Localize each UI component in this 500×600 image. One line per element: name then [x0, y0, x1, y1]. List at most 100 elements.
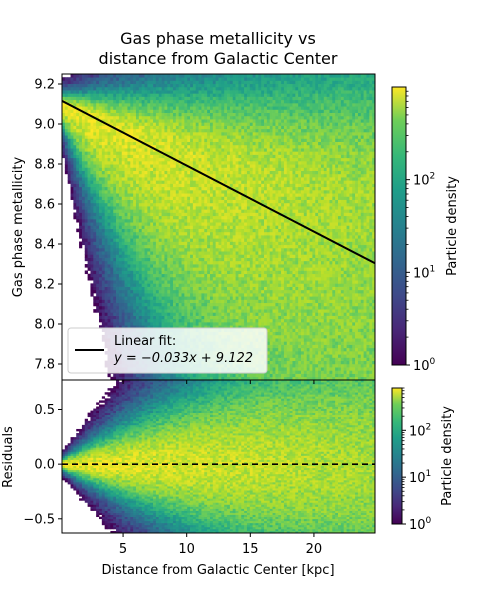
density-cell: [155, 238, 160, 242]
density-cell: [147, 289, 151, 294]
density-cell: [172, 376, 177, 380]
density-cell: [167, 128, 171, 133]
density-cell: [96, 296, 100, 300]
density-cell: [181, 206, 185, 210]
density-cell: [195, 160, 199, 165]
density-cell: [195, 225, 199, 229]
density-cell: [144, 312, 148, 316]
density-cell: [144, 215, 148, 220]
density-cell: [212, 96, 217, 101]
density-cell: [184, 193, 188, 197]
density-cell: [212, 119, 217, 123]
density-cell: [150, 119, 154, 123]
density-cell: [124, 312, 128, 316]
density-cell: [64, 109, 69, 113]
density-cell: [96, 157, 100, 162]
density-cell: [161, 260, 165, 265]
density-cell: [138, 148, 143, 152]
density-cell: [181, 112, 185, 117]
density-cell: [227, 160, 231, 165]
density-cell: [227, 289, 231, 294]
density-cell: [184, 373, 188, 378]
density-cell: [212, 148, 217, 152]
density-cell: [144, 260, 148, 265]
density-cell: [198, 373, 202, 378]
density-cell: [144, 302, 148, 307]
density-cell: [167, 141, 171, 146]
density-cell: [192, 299, 197, 304]
density-cell: [155, 264, 160, 268]
density-cell: [113, 325, 117, 329]
density-cell: [155, 138, 160, 142]
density-cell: [133, 280, 137, 284]
density-cell: [207, 196, 211, 200]
density-cell: [167, 196, 171, 200]
density-cell: [190, 131, 194, 136]
density-cell: [215, 254, 219, 258]
density-cell: [98, 167, 103, 171]
density-cell: [212, 315, 217, 320]
density-cell: [195, 102, 199, 107]
density-cell: [104, 74, 108, 78]
density-cell: [118, 309, 123, 313]
density-cell: [133, 305, 137, 310]
density-cell: [187, 177, 191, 181]
density-cell: [221, 106, 225, 110]
density-cell: [121, 96, 125, 101]
density-cell: [224, 128, 228, 133]
density-cell: [212, 74, 217, 78]
density-cell: [104, 148, 108, 152]
density-cell: [110, 74, 114, 78]
density-cell: [158, 93, 162, 97]
density-cell: [141, 209, 145, 213]
density-cell: [98, 293, 103, 297]
density-cell: [201, 264, 205, 268]
density-cell: [76, 209, 80, 213]
density-cell: [178, 267, 182, 271]
density-cell: [167, 106, 171, 110]
density-cell: [178, 183, 182, 188]
density-cell: [153, 222, 157, 226]
density-cell: [141, 228, 145, 233]
density-cell: [178, 215, 182, 220]
density-cell: [161, 254, 165, 258]
density-cell: [158, 315, 162, 320]
density-cell: [218, 276, 222, 281]
density-cell: [195, 241, 199, 246]
density-cell: [153, 138, 157, 142]
density-cell: [87, 264, 91, 268]
density-cell: [67, 138, 71, 142]
density-cell: [113, 270, 117, 275]
density-cell: [110, 315, 114, 320]
density-cell: [153, 109, 157, 113]
density-cell: [172, 189, 177, 194]
density-cell: [110, 244, 114, 249]
density-cell: [141, 235, 145, 239]
density-cell: [121, 122, 125, 126]
density-cell: [187, 215, 191, 220]
density-cell: [221, 77, 225, 81]
density-cell: [76, 93, 80, 97]
density-cell: [93, 296, 97, 300]
density-cell: [144, 154, 148, 159]
density-cell: [172, 296, 177, 300]
density-cell: [87, 77, 91, 81]
density-cell: [227, 260, 231, 265]
density-cell: [76, 109, 80, 113]
density-cell: [184, 247, 188, 252]
density-cell: [195, 148, 199, 152]
density-cell: [93, 183, 97, 188]
density-cell: [184, 296, 188, 300]
density-cell: [212, 99, 217, 104]
density-cell: [201, 309, 205, 313]
density-cell: [150, 77, 154, 81]
density-cell: [104, 260, 108, 265]
density-cell: [195, 264, 199, 268]
density-cell: [101, 289, 106, 294]
density-cell: [150, 102, 154, 107]
density-cell: [227, 189, 231, 194]
density-cell: [104, 302, 108, 307]
density-cell: [209, 186, 214, 191]
density-cell: [121, 74, 125, 78]
density-cell: [207, 238, 211, 242]
